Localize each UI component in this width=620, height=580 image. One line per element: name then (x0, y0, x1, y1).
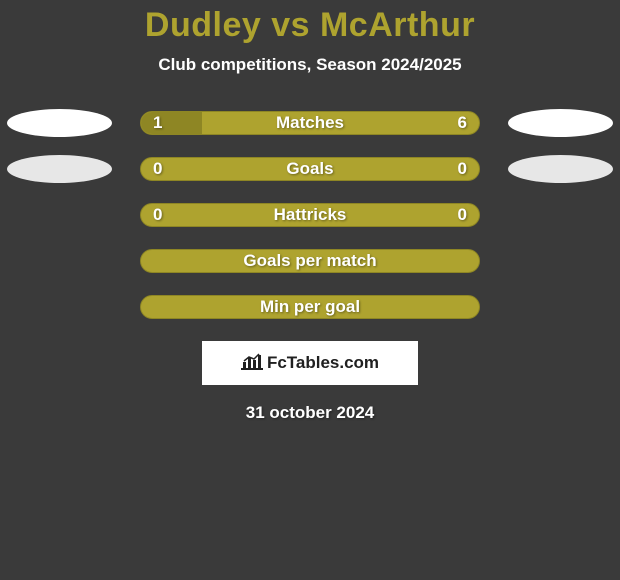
stat-bar: 0Hattricks0 (140, 203, 480, 227)
player-badge-right (508, 109, 613, 137)
stat-value-right: 6 (458, 112, 467, 134)
stat-value-right: 0 (458, 158, 467, 180)
stat-value-right: 0 (458, 204, 467, 226)
player-badge-left (7, 155, 112, 183)
stat-label: Goals (141, 158, 479, 180)
stat-row: 0Hattricks0 (0, 203, 620, 229)
subtitle: Club competitions, Season 2024/2025 (0, 55, 620, 75)
stat-label: Min per goal (141, 296, 479, 318)
stat-label: Matches (141, 112, 479, 134)
player-badge-left (7, 109, 112, 137)
comparison-widget: Dudley vs McArthur Club competitions, Se… (0, 0, 620, 423)
player-badge-right (508, 155, 613, 183)
stat-bar: 1Matches6 (140, 111, 480, 135)
page-title: Dudley vs McArthur (0, 6, 620, 45)
logo-text: FcTables.com (267, 353, 379, 373)
date-text: 31 october 2024 (0, 403, 620, 423)
stat-bar: 0Goals0 (140, 157, 480, 181)
stat-bar: Min per goal (140, 295, 480, 319)
stat-row: Min per goal (0, 295, 620, 321)
stat-bar: Goals per match (140, 249, 480, 273)
chart-icon (241, 352, 263, 375)
stat-label: Hattricks (141, 204, 479, 226)
stats-area: 1Matches60Goals00Hattricks0Goals per mat… (0, 111, 620, 321)
stat-label: Goals per match (141, 250, 479, 272)
logo-box[interactable]: FcTables.com (202, 341, 418, 385)
stat-row: 1Matches6 (0, 111, 620, 137)
stat-row: Goals per match (0, 249, 620, 275)
stat-row: 0Goals0 (0, 157, 620, 183)
